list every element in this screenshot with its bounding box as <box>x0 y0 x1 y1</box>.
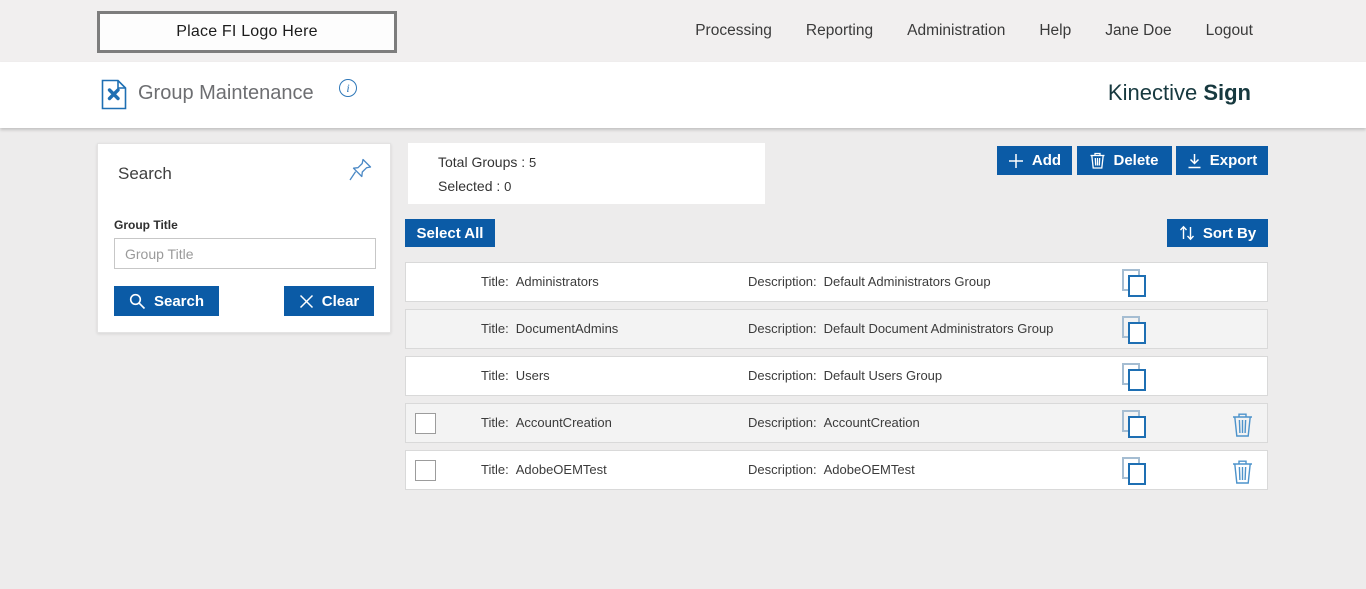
group-list: Title: Administrators Description: Default… <box>405 262 1268 497</box>
summary-box: Total Groups : 5 Selected : 0 <box>408 143 765 204</box>
title-value: AdobeOEMTest <box>515 462 607 477</box>
sort-icon <box>1179 225 1194 241</box>
description-value: AccountCreation <box>823 415 920 430</box>
pin-icon[interactable] <box>347 156 374 188</box>
plus-icon <box>1008 153 1023 168</box>
fi-logo-placeholder: Place FI Logo Here <box>97 11 397 53</box>
search-panel-title: Search <box>118 164 172 183</box>
selected-count-label: Selected : <box>438 178 501 194</box>
description-prefix: Description: <box>748 368 817 383</box>
nav-item-jane-doe[interactable]: Jane Doe <box>1105 22 1172 39</box>
table-row: Title: Users Description: Default Users Gr… <box>405 356 1268 396</box>
delete-button[interactable]: Delete <box>1077 146 1172 175</box>
fi-logo-text: Place FI Logo Here <box>176 23 318 40</box>
row-description: Description: Default Administrators Group <box>748 274 991 289</box>
copy-icon[interactable] <box>1122 363 1148 392</box>
row-title: Title: AccountCreation <box>481 415 612 430</box>
brand-name: Kinective <box>1107 80 1198 105</box>
nav-item-processing[interactable]: Processing <box>695 22 772 39</box>
sort-by-label: Sort By <box>1202 224 1257 242</box>
row-title: Title: Administrators <box>481 274 599 289</box>
table-row: Title: Administrators Description: Default… <box>405 262 1268 302</box>
export-button[interactable]: Export <box>1176 146 1268 175</box>
row-description: Description: Default Users Group <box>748 368 942 383</box>
description-prefix: Description: <box>748 321 817 336</box>
select-all-button[interactable]: Select All <box>405 219 495 247</box>
copy-icon[interactable] <box>1122 410 1148 439</box>
row-description: Description: AdobeOEMTest <box>748 462 915 477</box>
clear-button[interactable]: Clear <box>284 286 374 316</box>
trash-icon <box>1090 152 1105 169</box>
clear-button-label: Clear <box>321 292 360 310</box>
group-title-label: Group Title <box>114 218 178 232</box>
delete-button-label: Delete <box>1113 152 1159 169</box>
nav-item-reporting[interactable]: Reporting <box>805 22 874 39</box>
export-button-label: Export <box>1209 152 1258 169</box>
download-icon <box>1188 153 1201 168</box>
copy-icon[interactable] <box>1122 316 1148 345</box>
trash-icon[interactable] <box>1232 458 1253 489</box>
row-description: Description: Default Document Administrat… <box>748 321 1053 336</box>
row-title: Title: Users <box>481 368 550 383</box>
group-maintenance-icon <box>101 79 127 115</box>
selected-count: Selected : 0 <box>438 178 511 194</box>
description-prefix: Description: <box>748 274 817 289</box>
title-prefix: Title: <box>481 321 509 336</box>
description-prefix: Description: <box>748 462 817 477</box>
row-checkbox[interactable] <box>415 460 436 481</box>
title-prefix: Title: <box>481 368 509 383</box>
table-row: Title: AdobeOEMTest Description: AdobeOEMT… <box>405 450 1268 490</box>
subheader: Group Maintenance i Kinective Sign <box>0 62 1366 128</box>
selected-count-value: 0 <box>504 179 512 194</box>
search-button[interactable]: Search <box>114 286 219 316</box>
description-value: Default Users Group <box>823 368 943 383</box>
title-value: DocumentAdmins <box>515 321 619 336</box>
title-value: Administrators <box>515 274 599 289</box>
row-checkbox[interactable] <box>415 413 436 434</box>
copy-icon[interactable] <box>1122 269 1148 298</box>
page-title: Group Maintenance <box>138 82 314 104</box>
info-icon[interactable]: i <box>339 79 357 97</box>
nav-item-logout[interactable]: Logout <box>1205 22 1253 39</box>
total-groups-label: Total Groups : <box>438 154 526 170</box>
brand-logo: Kinective Sign <box>1108 80 1251 106</box>
search-icon <box>129 293 146 309</box>
brand-product: Sign <box>1203 80 1251 105</box>
top-nav: Processing Reporting Administration Help Jan… <box>695 0 1253 62</box>
copy-icon[interactable] <box>1122 457 1148 486</box>
table-row: Title: DocumentAdmins Description: Default… <box>405 309 1268 349</box>
select-all-label: Select All <box>416 224 484 242</box>
close-icon <box>299 294 313 308</box>
trash-icon[interactable] <box>1232 411 1253 442</box>
total-groups-value: 5 <box>529 155 537 170</box>
row-title: Title: AdobeOEMTest <box>481 462 607 477</box>
title-value: Users <box>515 368 550 383</box>
add-button-label: Add <box>1031 152 1062 169</box>
row-title: Title: DocumentAdmins <box>481 321 618 336</box>
top-bar: Place FI Logo Here Processing Reporting Ad… <box>0 0 1366 62</box>
sort-by-button[interactable]: Sort By <box>1167 219 1268 247</box>
search-panel: Search Group Title Search Clear <box>97 143 391 333</box>
table-row: Title: AccountCreation Description: Accoun… <box>405 403 1268 443</box>
description-value: Default Administrators Group <box>823 274 991 289</box>
nav-item-administration[interactable]: Administration <box>907 22 1006 39</box>
title-prefix: Title: <box>481 462 509 477</box>
nav-item-help[interactable]: Help <box>1039 22 1072 39</box>
search-button-label: Search <box>153 292 205 310</box>
group-title-input[interactable] <box>114 238 376 269</box>
total-groups: Total Groups : 5 <box>438 154 536 170</box>
title-value: AccountCreation <box>515 415 612 430</box>
description-value: AdobeOEMTest <box>823 462 915 477</box>
description-prefix: Description: <box>748 415 817 430</box>
title-prefix: Title: <box>481 415 509 430</box>
add-button[interactable]: Add <box>997 146 1072 175</box>
title-prefix: Title: <box>481 274 509 289</box>
row-description: Description: AccountCreation <box>748 415 920 430</box>
description-value: Default Document Administrators Group <box>823 321 1054 336</box>
